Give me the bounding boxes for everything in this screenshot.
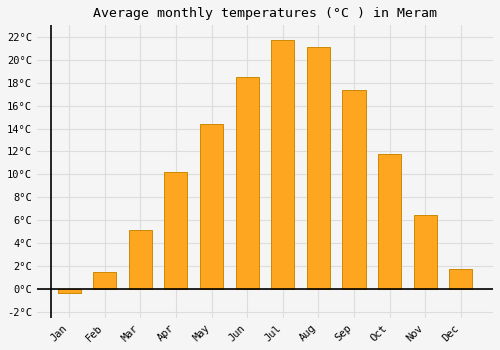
- Bar: [449, 268, 472, 289]
- Bar: [378, 154, 401, 289]
- Bar: [307, 47, 330, 289]
- Bar: [93, 272, 116, 289]
- Bar: [200, 124, 223, 289]
- Bar: [58, 289, 80, 293]
- Bar: [414, 215, 436, 289]
- Bar: [342, 90, 365, 289]
- Bar: [164, 172, 188, 289]
- Bar: [271, 40, 294, 289]
- Title: Average monthly temperatures (°C ) in Meram: Average monthly temperatures (°C ) in Me…: [93, 7, 437, 20]
- Bar: [128, 230, 152, 289]
- Bar: [236, 77, 258, 289]
